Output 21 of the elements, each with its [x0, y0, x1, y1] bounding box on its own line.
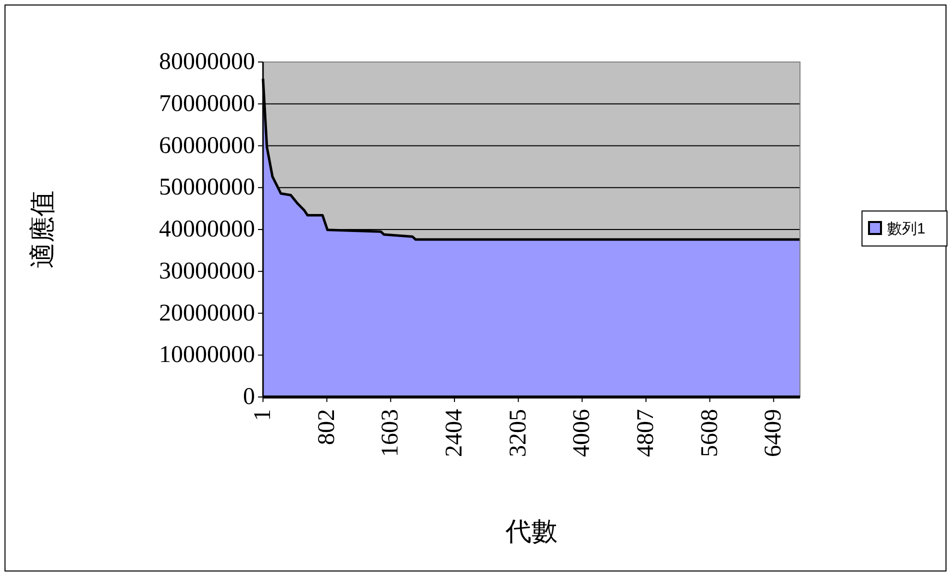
- x-tick-label: 4006: [569, 409, 596, 457]
- x-tick-label: 5608: [696, 409, 723, 457]
- legend-label: 數列1: [887, 220, 926, 238]
- y-tick-label: 40000000: [159, 216, 255, 242]
- x-axis-title: 代數: [504, 516, 558, 546]
- x-tick-label: 2404: [441, 409, 468, 457]
- x-tick-label: 4807: [632, 409, 659, 457]
- y-tick-label: 30000000: [159, 258, 255, 284]
- y-tick-label: 70000000: [159, 90, 255, 117]
- x-tick-label: 802: [314, 409, 340, 445]
- x-tick-label: 1603: [378, 409, 404, 457]
- y-tick-label: 20000000: [159, 300, 255, 326]
- x-tick-label: 3205: [505, 409, 532, 457]
- y-tick-label: 0: [243, 384, 255, 410]
- x-tick-label: 6409: [760, 409, 787, 457]
- y-axis-title: 適應值: [27, 190, 57, 268]
- y-tick-label: 60000000: [159, 132, 255, 159]
- y-tick-label: 10000000: [159, 342, 255, 368]
- x-tick-label: 1: [250, 409, 276, 421]
- y-tick-label: 80000000: [159, 49, 255, 75]
- y-tick-label: 50000000: [159, 174, 255, 201]
